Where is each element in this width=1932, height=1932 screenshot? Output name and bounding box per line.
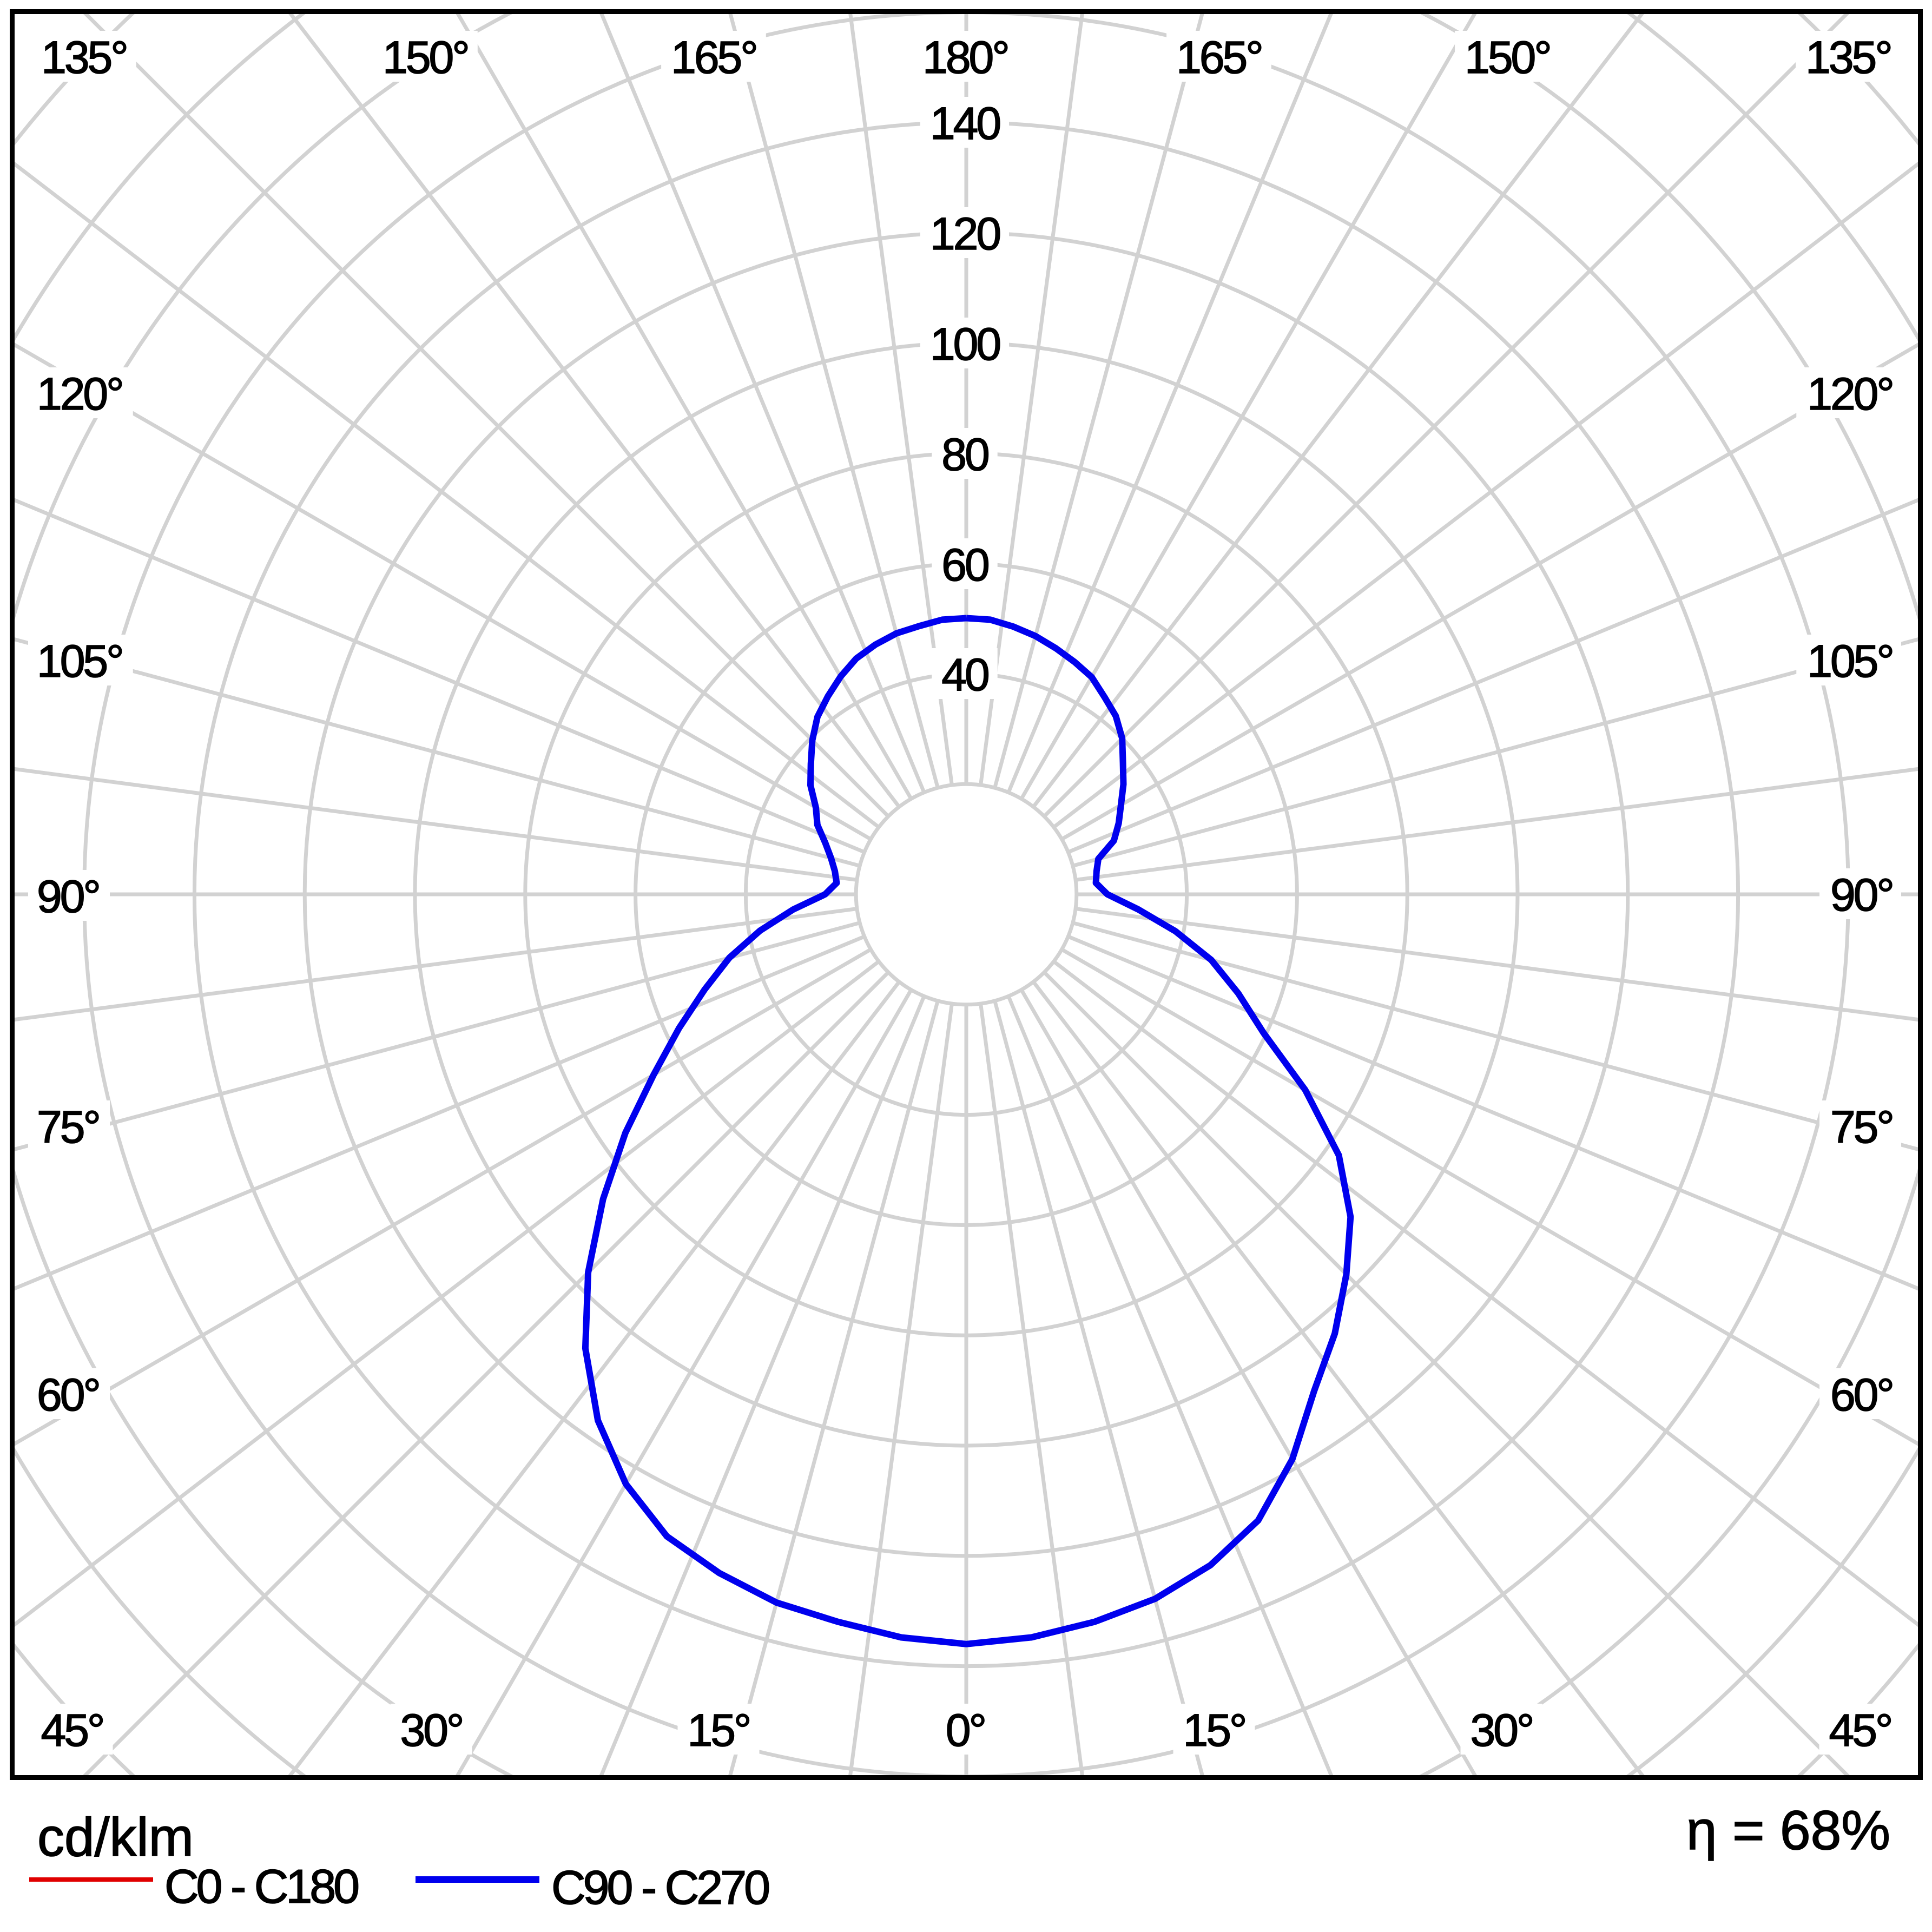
svg-text:45°: 45°: [41, 1705, 103, 1756]
svg-text:15°: 15°: [687, 1705, 749, 1756]
svg-text:90°: 90°: [1830, 869, 1893, 920]
svg-text:120°: 120°: [37, 368, 122, 419]
svg-text:15°: 15°: [1183, 1705, 1245, 1756]
svg-text:120: 120: [930, 208, 1000, 259]
svg-text:180°: 180°: [922, 32, 1008, 83]
svg-text:135°: 135°: [41, 32, 127, 83]
svg-text:cd/klm: cd/klm: [37, 1807, 194, 1868]
svg-text:C0 - C180: C0 - C180: [164, 1860, 358, 1913]
svg-text:105°: 105°: [37, 636, 122, 687]
svg-text:0°: 0°: [946, 1705, 985, 1756]
svg-text:η = 68%: η = 68%: [1686, 1799, 1890, 1861]
svg-text:105°: 105°: [1807, 636, 1893, 687]
svg-text:30°: 30°: [400, 1705, 462, 1756]
svg-text:60°: 60°: [1830, 1369, 1893, 1420]
svg-text:40: 40: [941, 649, 988, 700]
svg-text:135°: 135°: [1805, 32, 1891, 83]
svg-text:75°: 75°: [37, 1102, 99, 1152]
svg-text:80: 80: [941, 429, 988, 480]
svg-text:165°: 165°: [671, 32, 756, 83]
svg-text:45°: 45°: [1829, 1705, 1891, 1756]
svg-text:75°: 75°: [1830, 1102, 1893, 1152]
svg-text:150°: 150°: [383, 32, 468, 83]
svg-text:120°: 120°: [1807, 368, 1893, 419]
svg-text:150°: 150°: [1465, 32, 1550, 83]
svg-text:90°: 90°: [37, 871, 99, 922]
svg-text:30°: 30°: [1470, 1705, 1532, 1756]
svg-text:140: 140: [930, 98, 1000, 149]
svg-text:60: 60: [941, 539, 988, 590]
svg-text:100: 100: [930, 319, 1000, 370]
svg-text:60°: 60°: [37, 1369, 99, 1420]
svg-text:165°: 165°: [1176, 32, 1262, 83]
svg-text:C90 - C270: C90 - C270: [551, 1861, 769, 1914]
